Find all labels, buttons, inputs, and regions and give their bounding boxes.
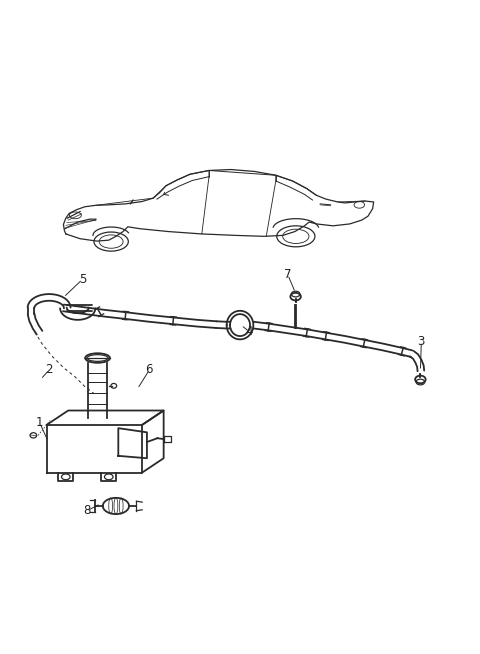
Text: 1: 1 [36,416,43,429]
Text: 6: 6 [145,364,153,377]
Text: 3: 3 [418,335,425,348]
Text: 7: 7 [284,268,291,281]
Text: 2: 2 [46,364,53,377]
Text: 5: 5 [79,273,86,286]
Text: 4: 4 [246,325,253,338]
Text: 8: 8 [84,504,91,517]
